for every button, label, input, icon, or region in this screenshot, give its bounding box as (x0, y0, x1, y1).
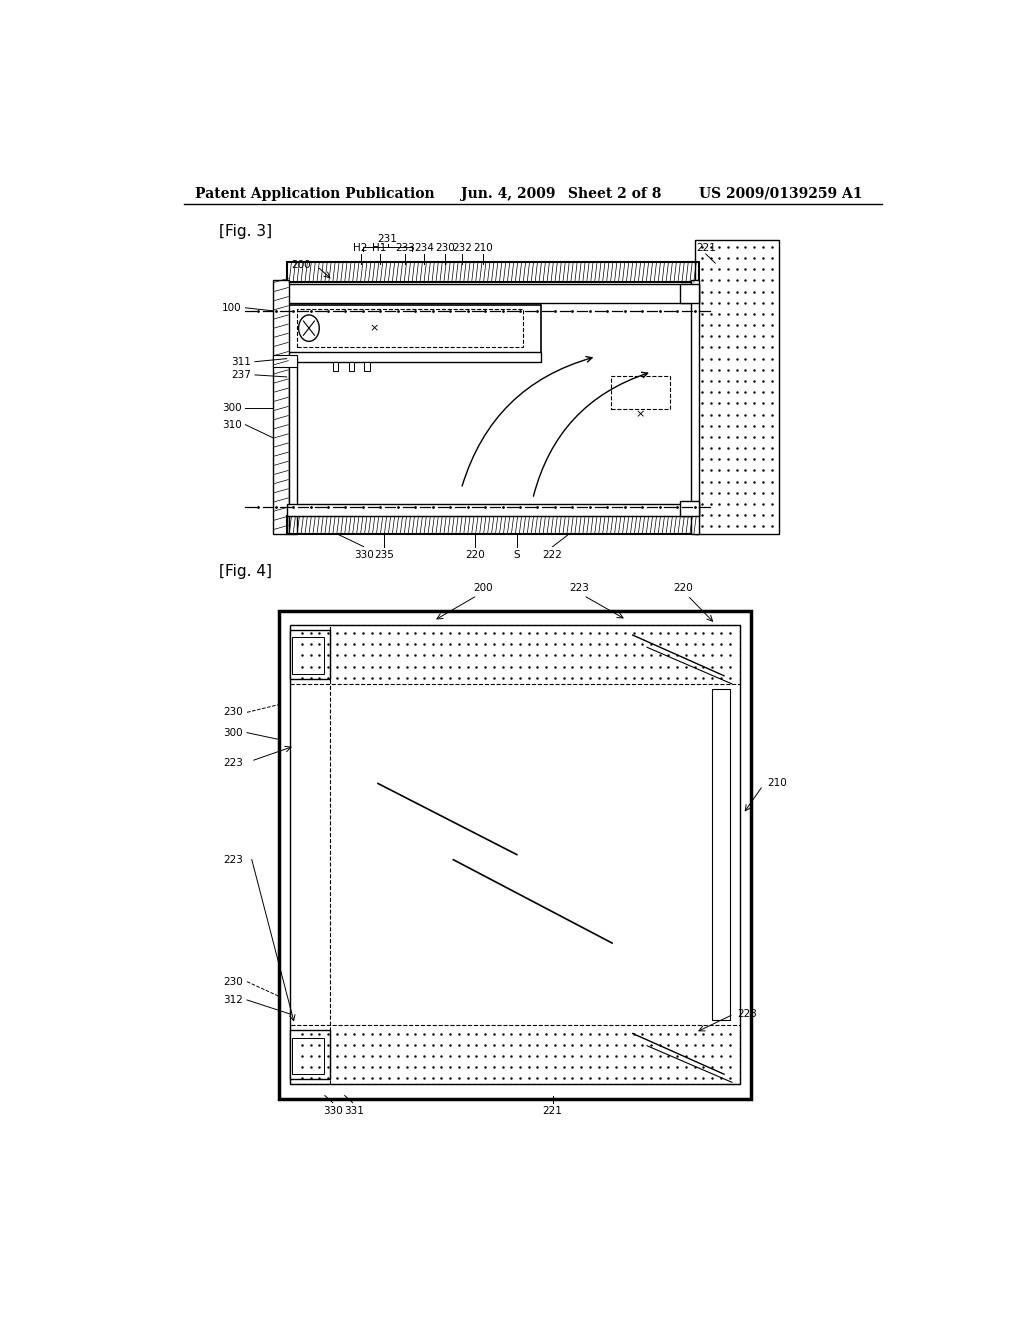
Text: 200: 200 (291, 260, 310, 271)
Bar (610, 376, 670, 409)
Bar (333, 362, 338, 371)
Bar (290, 624, 740, 1084)
Text: 210: 210 (473, 243, 493, 253)
Text: 331: 331 (344, 1106, 365, 1115)
Text: 230: 230 (223, 708, 243, 717)
Bar (287, 504, 699, 516)
Text: 300: 300 (223, 727, 243, 738)
Bar (287, 351, 541, 362)
Text: 220: 220 (674, 583, 693, 594)
Text: H2: H2 (353, 243, 368, 253)
Bar (680, 500, 699, 516)
Text: US 2009/0139259 A1: US 2009/0139259 A1 (699, 187, 863, 201)
Bar (292, 638, 324, 673)
Text: 231: 231 (378, 234, 397, 244)
Text: Patent Application Publication: Patent Application Publication (196, 187, 435, 201)
Text: 100: 100 (222, 302, 242, 313)
Bar (290, 624, 740, 684)
Bar (273, 355, 297, 367)
Bar (292, 1038, 324, 1074)
Bar (289, 356, 297, 535)
Bar (287, 516, 699, 535)
Bar (290, 1031, 330, 1080)
Bar (290, 630, 330, 678)
Bar (680, 284, 699, 302)
Text: H1: H1 (373, 243, 387, 253)
Text: 223: 223 (568, 583, 589, 594)
Text: ×: × (635, 409, 644, 420)
Text: 210: 210 (767, 779, 786, 788)
Text: [Fig. 4]: [Fig. 4] (219, 564, 272, 578)
Text: 223: 223 (223, 855, 243, 865)
Bar (695, 240, 778, 535)
Text: Jun. 4, 2009: Jun. 4, 2009 (461, 187, 556, 201)
Text: ×: × (370, 323, 379, 333)
Text: 233: 233 (395, 243, 415, 253)
Text: 230: 230 (223, 977, 243, 986)
Text: 223: 223 (737, 1010, 758, 1019)
Bar (712, 689, 729, 1020)
Bar (365, 362, 370, 371)
Bar (297, 309, 523, 347)
Text: 200: 200 (474, 583, 494, 594)
Text: [Fig. 3]: [Fig. 3] (219, 224, 272, 239)
Text: 222: 222 (543, 549, 562, 560)
Text: 232: 232 (453, 243, 472, 253)
Bar (273, 280, 289, 535)
Bar (287, 305, 541, 354)
Text: 310: 310 (222, 420, 242, 430)
Text: 237: 237 (231, 370, 251, 380)
Bar (279, 611, 751, 1098)
Text: 220: 220 (465, 549, 484, 560)
Text: 235: 235 (375, 549, 394, 560)
Text: 312: 312 (223, 995, 243, 1005)
Text: 221: 221 (695, 243, 716, 253)
Text: 330: 330 (323, 1106, 343, 1115)
Text: 221: 221 (543, 1106, 562, 1115)
Bar (287, 263, 699, 282)
Text: 311: 311 (231, 356, 251, 367)
Text: S: S (514, 549, 520, 560)
Text: 330: 330 (354, 549, 374, 560)
Text: 234: 234 (414, 243, 434, 253)
Text: 300: 300 (222, 404, 242, 413)
Bar (691, 280, 699, 535)
Text: Sheet 2 of 8: Sheet 2 of 8 (568, 187, 662, 201)
Bar (348, 362, 354, 371)
Text: 230: 230 (435, 243, 455, 253)
Text: 223: 223 (223, 758, 243, 768)
Bar (290, 1026, 740, 1084)
Bar (287, 284, 699, 302)
